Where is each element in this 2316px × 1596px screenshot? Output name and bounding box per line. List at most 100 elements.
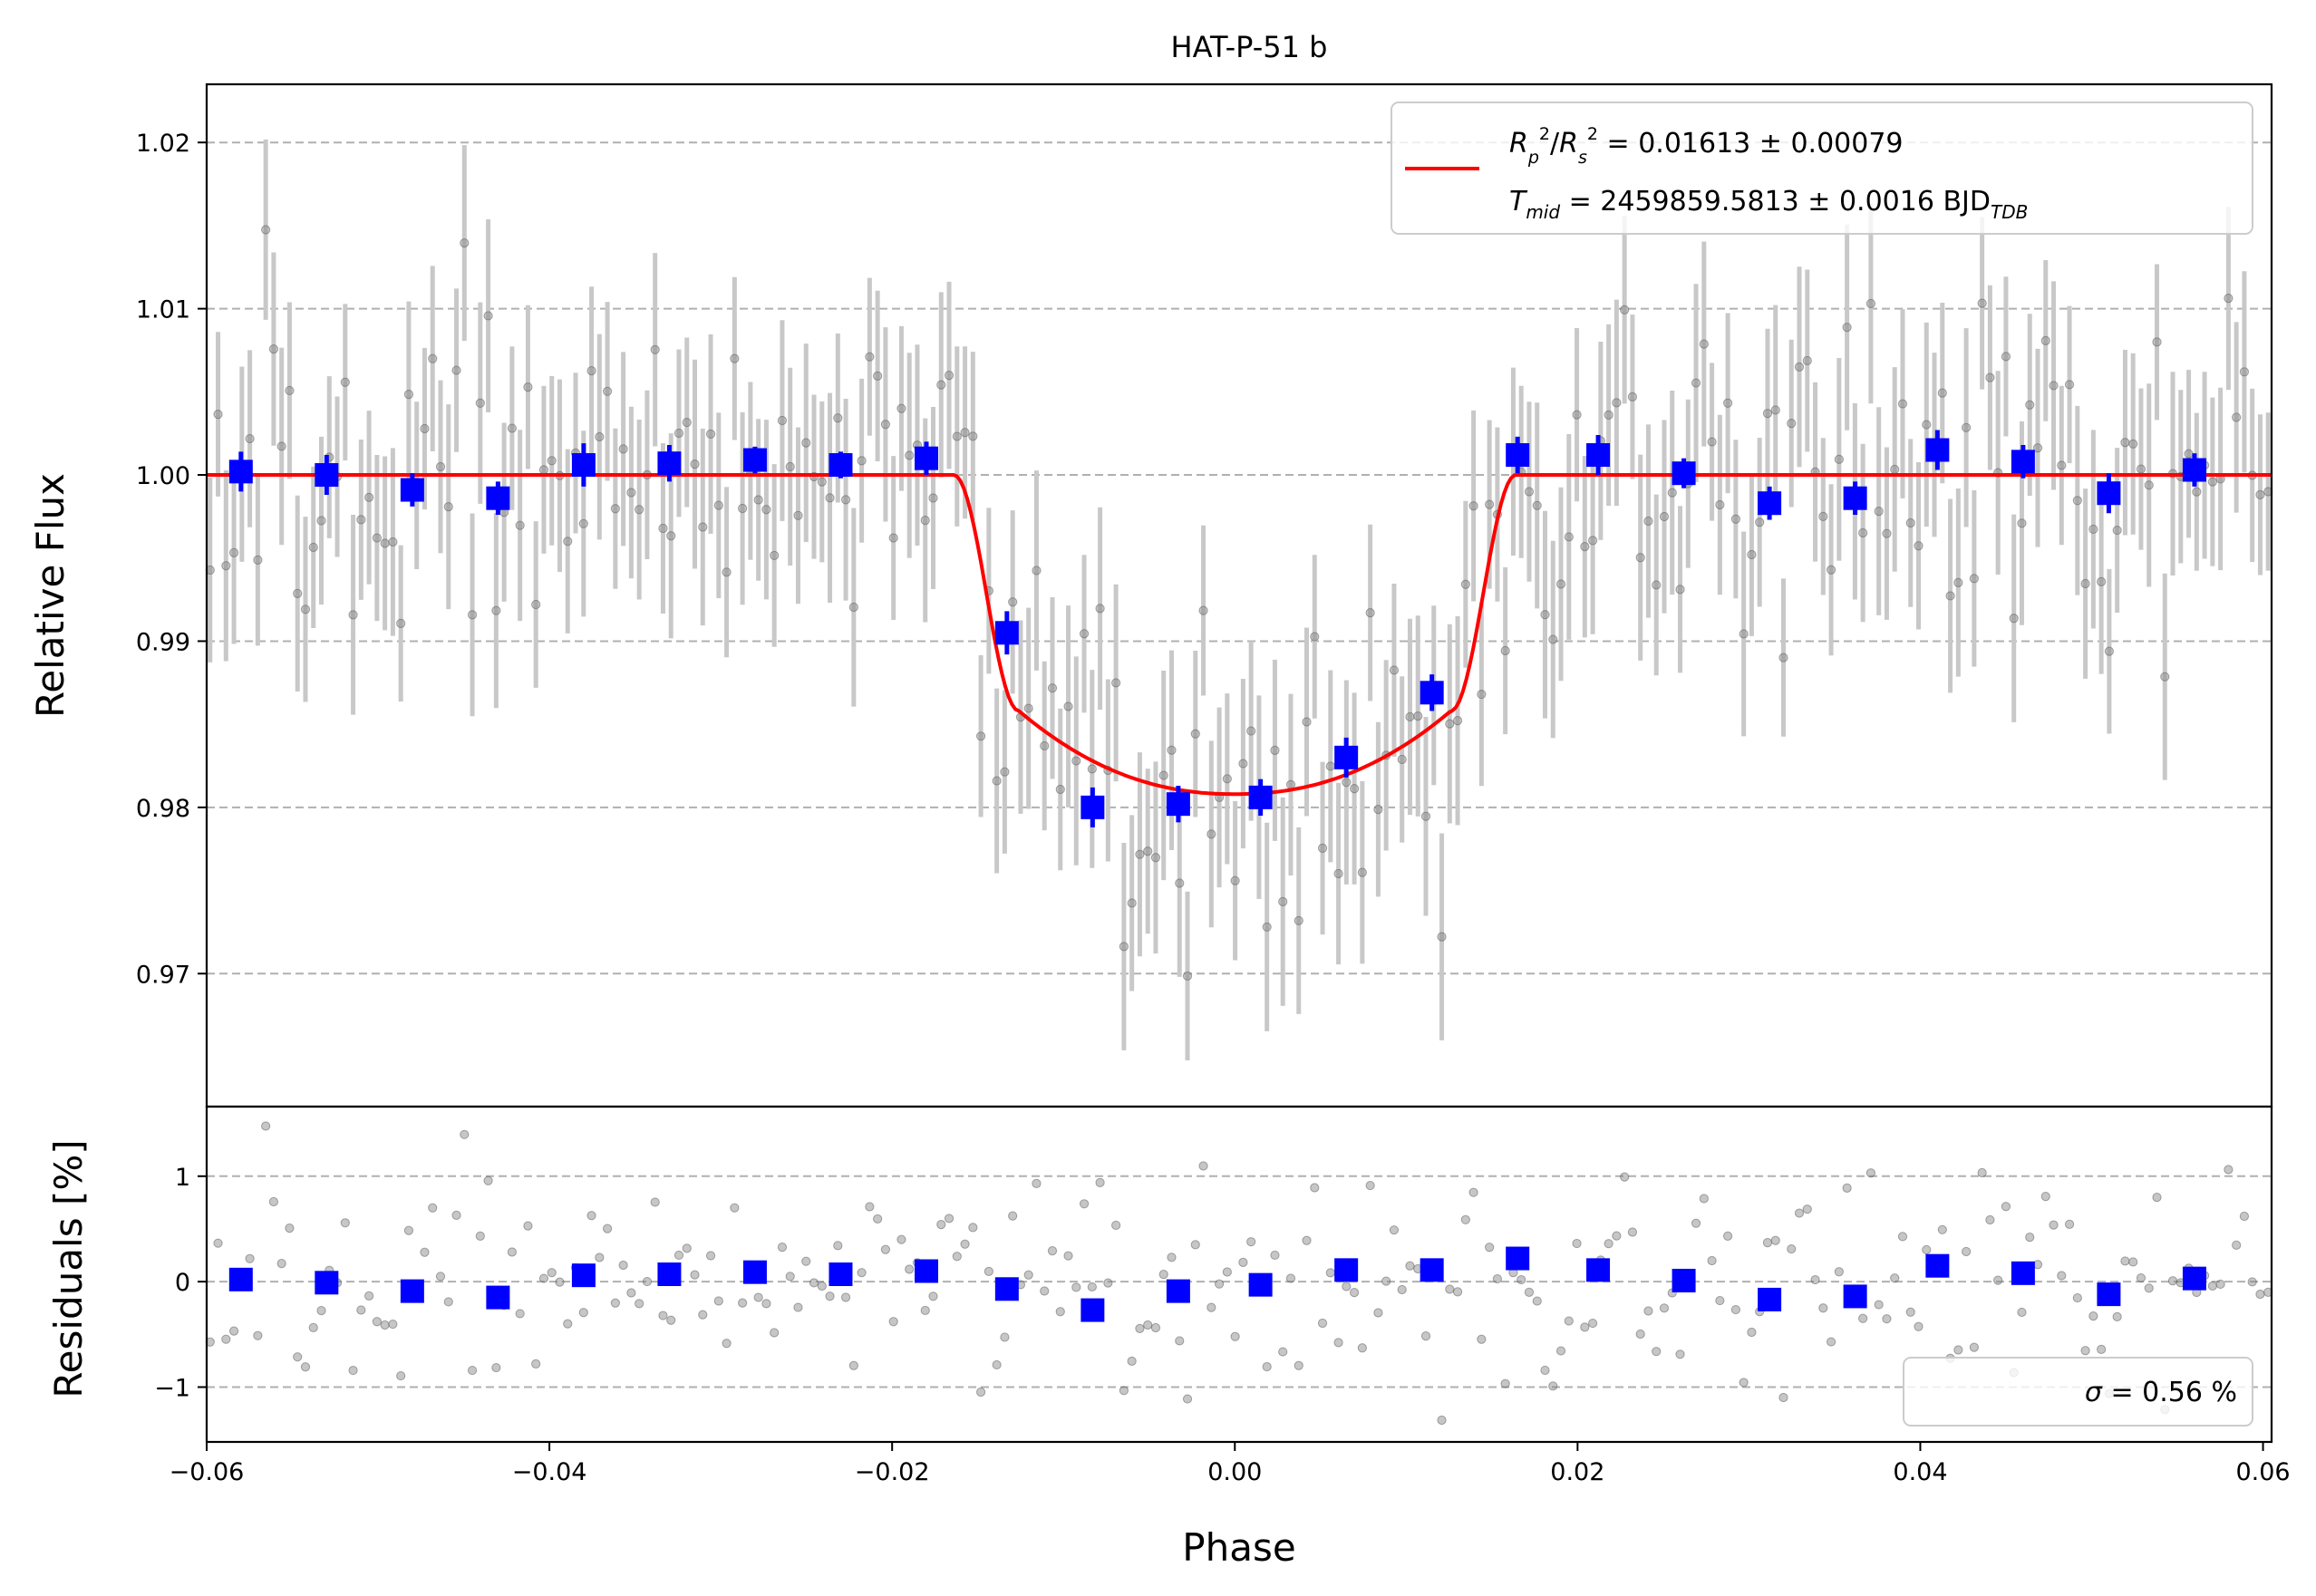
raw-point [1158, 770, 1168, 780]
residual-raw-point [626, 1288, 636, 1298]
binned-point [1506, 443, 1530, 468]
residual-raw-point [515, 1309, 525, 1319]
residual-raw-point [1762, 1237, 1773, 1248]
residual-raw-point [1587, 1318, 1598, 1329]
residual-raw-point [1214, 1279, 1225, 1289]
raw-point [2255, 489, 2265, 499]
residual-raw-point [483, 1175, 493, 1185]
bottom-y-tick-label: 1 [175, 1164, 190, 1192]
residual-raw-point [698, 1310, 708, 1320]
residual-raw-point [245, 1253, 255, 1263]
raw-point [793, 510, 803, 520]
raw-point [1182, 971, 1193, 982]
residual-raw-point [968, 1223, 978, 1233]
raw-point [253, 555, 263, 565]
binned-point [2011, 450, 2035, 474]
raw-point [1890, 464, 1900, 475]
raw-point [1858, 527, 1868, 538]
raw-point [2025, 400, 2035, 410]
residual-raw-point [1294, 1360, 1303, 1370]
raw-point [1667, 488, 1677, 498]
residual-raw-point [1962, 1246, 1972, 1257]
residual-raw-point [1564, 1316, 1574, 1326]
raw-point [1802, 355, 1812, 366]
residual-raw-point [857, 1268, 867, 1278]
raw-point [1198, 605, 1208, 615]
residual-raw-point [1730, 1304, 1740, 1315]
binned-residual-point [2182, 1266, 2206, 1291]
binned-point [829, 453, 853, 478]
binned-residual-point [1166, 1279, 1190, 1303]
residual-raw-point [2239, 1211, 2250, 1222]
residual-raw-point [2097, 1344, 2107, 1354]
residual-raw-point [2232, 1240, 2242, 1250]
raw-point [364, 492, 374, 502]
raw-point [1342, 778, 1352, 788]
raw-point [722, 567, 732, 577]
raw-point [1008, 597, 1018, 607]
residual-raw-point [1285, 1273, 1296, 1283]
raw-point [1914, 541, 1924, 551]
top-y-tick-label: 1.00 [136, 462, 190, 490]
residual-raw-point [713, 1296, 723, 1306]
raw-point [1865, 298, 1876, 309]
binned-residual-point [1843, 1284, 1867, 1309]
binned-point [1166, 792, 1190, 817]
residual-raw-point [221, 1334, 231, 1344]
residual-raw-point [372, 1317, 382, 1327]
raw-point [316, 516, 326, 526]
residual-raw-point [840, 1292, 851, 1302]
residual-raw-point [2017, 1307, 2027, 1318]
raw-point [801, 438, 811, 448]
raw-point [1175, 878, 1185, 888]
residual-raw-point [1874, 1300, 1884, 1310]
raw-point [825, 493, 835, 503]
raw-point [2224, 294, 2234, 304]
raw-point [1485, 499, 1495, 509]
residual-raw-point [1198, 1161, 1208, 1171]
x-tick-label: −0.02 [855, 1458, 930, 1486]
raw-point [833, 413, 843, 423]
raw-point [1747, 549, 1757, 560]
residual-raw-point [825, 1291, 835, 1301]
raw-point [1317, 843, 1328, 853]
binned-residual-point [994, 1277, 1019, 1301]
raw-point [1652, 580, 1662, 590]
raw-point [2097, 576, 2107, 586]
residual-raw-point [1262, 1361, 1272, 1372]
residual-raw-point [2255, 1289, 2265, 1300]
legend-tmid-text: Tmid = 2459859.5813 ± 0.0016 BJDTDB [1509, 186, 2028, 223]
raw-point [1413, 711, 1423, 721]
residual-raw-point [1071, 1282, 1081, 1292]
raw-point [475, 398, 485, 408]
binned-point [1334, 745, 1359, 769]
raw-point [276, 441, 286, 451]
residual-raw-point [1182, 1394, 1193, 1404]
residual-raw-point [1699, 1194, 1709, 1204]
binned-point [742, 448, 767, 472]
raw-point [228, 547, 239, 557]
raw-point [1524, 487, 1535, 497]
residual-raw-point [1357, 1343, 1367, 1353]
residual-raw-point [1143, 1320, 1153, 1330]
residual-raw-point [348, 1365, 358, 1376]
raw-point [1071, 756, 1081, 766]
raw-point [1580, 542, 1590, 552]
residual-raw-point [1111, 1220, 1121, 1231]
binned-residual-point [657, 1262, 682, 1286]
raw-point [1150, 853, 1161, 863]
raw-point [602, 386, 613, 396]
residual-raw-point [300, 1362, 311, 1372]
residual-raw-point [1652, 1347, 1662, 1357]
residual-raw-point [467, 1365, 478, 1376]
raw-point [1612, 398, 1622, 408]
raw-point [245, 433, 255, 444]
raw-point [1715, 499, 1725, 510]
raw-point [356, 515, 366, 525]
raw-point [1325, 761, 1335, 771]
raw-point [507, 423, 517, 433]
raw-point [1452, 716, 1463, 726]
residual-raw-point [722, 1339, 732, 1349]
residual-raw-point [1278, 1347, 1288, 1357]
